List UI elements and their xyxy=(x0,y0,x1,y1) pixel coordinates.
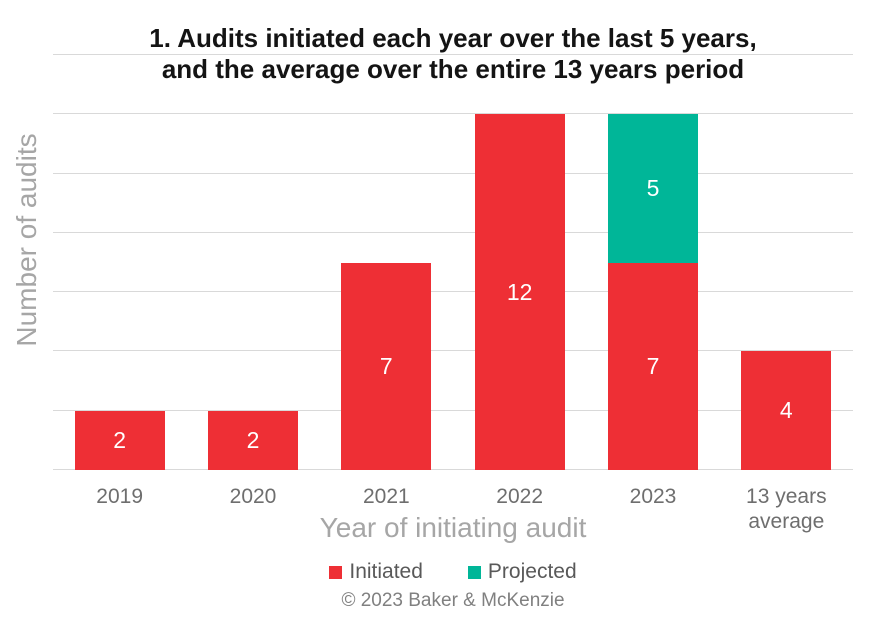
bar-value-label-13-years-average-initiated: 4 xyxy=(779,397,793,424)
x-tick-2021: 2021 xyxy=(362,485,410,508)
bar-2023-projected: 5 xyxy=(608,114,698,263)
bar-value-label-2023-initiated: 7 xyxy=(646,352,660,379)
x-tick-2022: 2022 xyxy=(496,485,544,508)
gridline-y-10 xyxy=(53,172,853,174)
gridline-y-12 xyxy=(53,113,853,115)
bar-2023-initiated: 7 xyxy=(608,262,698,470)
gridline-y-0 xyxy=(53,469,853,470)
x-tick-2023: 2023 xyxy=(629,485,677,508)
gridline-y-14 xyxy=(53,54,853,55)
bar-value-label-2021-initiated: 7 xyxy=(379,352,393,379)
legend-item-projected: Projected xyxy=(467,560,577,584)
bar-2020-initiated: 2 xyxy=(208,410,298,470)
chart-title-line-1: 1. Audits initiated each year over the l… xyxy=(149,23,757,53)
copyright-notice: © 2023 Baker & McKenzie xyxy=(341,590,565,611)
bar-value-label-2020-initiated: 2 xyxy=(246,426,260,453)
legend-item-initiated: Initiated xyxy=(329,560,423,584)
bar-2022-initiated: 12 xyxy=(474,114,565,470)
x-tick-13-years-average: 13 years average xyxy=(746,485,827,533)
gridline-y-2 xyxy=(53,409,853,411)
chart-title: 1. Audits initiated each year over the l… xyxy=(53,23,853,85)
x-tick-2020: 2020 xyxy=(229,485,277,508)
legend-label-projected: Projected xyxy=(487,560,577,583)
legend-label-initiated: Initiated xyxy=(349,560,423,583)
bar-value-label-2019-initiated: 2 xyxy=(113,426,127,453)
plot-area: 2 2 7 12 7 5 4 xyxy=(53,54,853,470)
x-axis-title: Year of initiating audit xyxy=(319,512,587,543)
legend: Initiated Projected xyxy=(53,560,853,584)
y-axis-title: Number of audits xyxy=(11,133,42,347)
chart-title-line-2: and the average over the entire 13 years… xyxy=(161,54,745,84)
legend-swatch-initiated xyxy=(329,565,343,579)
gridline-y-4 xyxy=(53,350,853,352)
bar-2019-initiated: 2 xyxy=(74,410,165,470)
bar-value-label-2022-initiated: 12 xyxy=(506,278,533,305)
bar-13-years-average-initiated: 4 xyxy=(741,351,832,470)
gridline-y-6 xyxy=(53,291,853,293)
bar-value-label-2023-projected: 5 xyxy=(646,174,660,201)
legend-swatch-projected xyxy=(467,565,481,579)
x-axis-tick-labels: 2019 2020 2021 2022 2023 13 years average xyxy=(53,484,853,536)
gridline-y-8 xyxy=(53,231,853,233)
bar-2021-initiated: 7 xyxy=(341,262,432,470)
x-tick-2019: 2019 xyxy=(96,485,144,508)
